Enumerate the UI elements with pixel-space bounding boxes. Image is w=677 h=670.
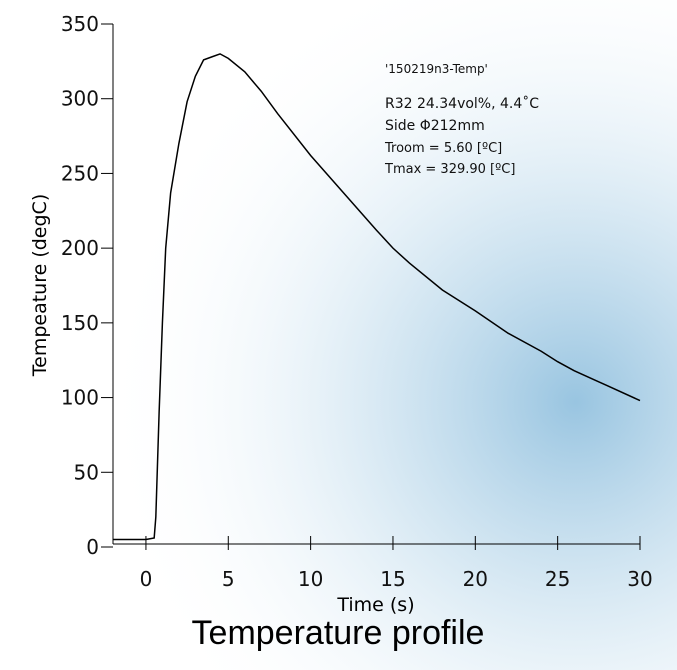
- x-tick-label: 30: [627, 567, 652, 591]
- data-line: [113, 53, 641, 541]
- annotation: R32 24.34vol%, 4.4˚C: [385, 95, 539, 112]
- y-tick-label: 0: [86, 535, 99, 559]
- y-tick-label: 350: [61, 12, 99, 36]
- y-tick-label: 200: [61, 236, 99, 260]
- annotation: Side Φ212mm: [385, 118, 485, 134]
- x-tick-label: 20: [463, 567, 488, 591]
- x-tick-label: 15: [380, 567, 405, 591]
- y-tick-label: 50: [74, 460, 99, 484]
- x-tick-label: 25: [545, 567, 570, 591]
- x-tick-label: 0: [140, 567, 153, 591]
- annotation: Tmax = 329.90 [ºC]: [384, 162, 515, 177]
- x-tick-label: 5: [222, 567, 235, 591]
- y-tick-label: 150: [61, 311, 99, 335]
- x-axis-label: Time (s): [336, 594, 414, 616]
- annotation: '150219n3-Temp': [385, 62, 488, 76]
- y-tick-label: 250: [61, 161, 99, 185]
- chart-title: Temperature profile: [192, 614, 485, 652]
- y-tick-label: 100: [61, 386, 99, 410]
- y-tick-label: 300: [61, 87, 99, 111]
- x-tick-label: 10: [298, 567, 323, 591]
- annotation: Troom = 5.60 [ºC]: [384, 141, 502, 156]
- y-axis-label: Tempeature (degC): [29, 194, 51, 378]
